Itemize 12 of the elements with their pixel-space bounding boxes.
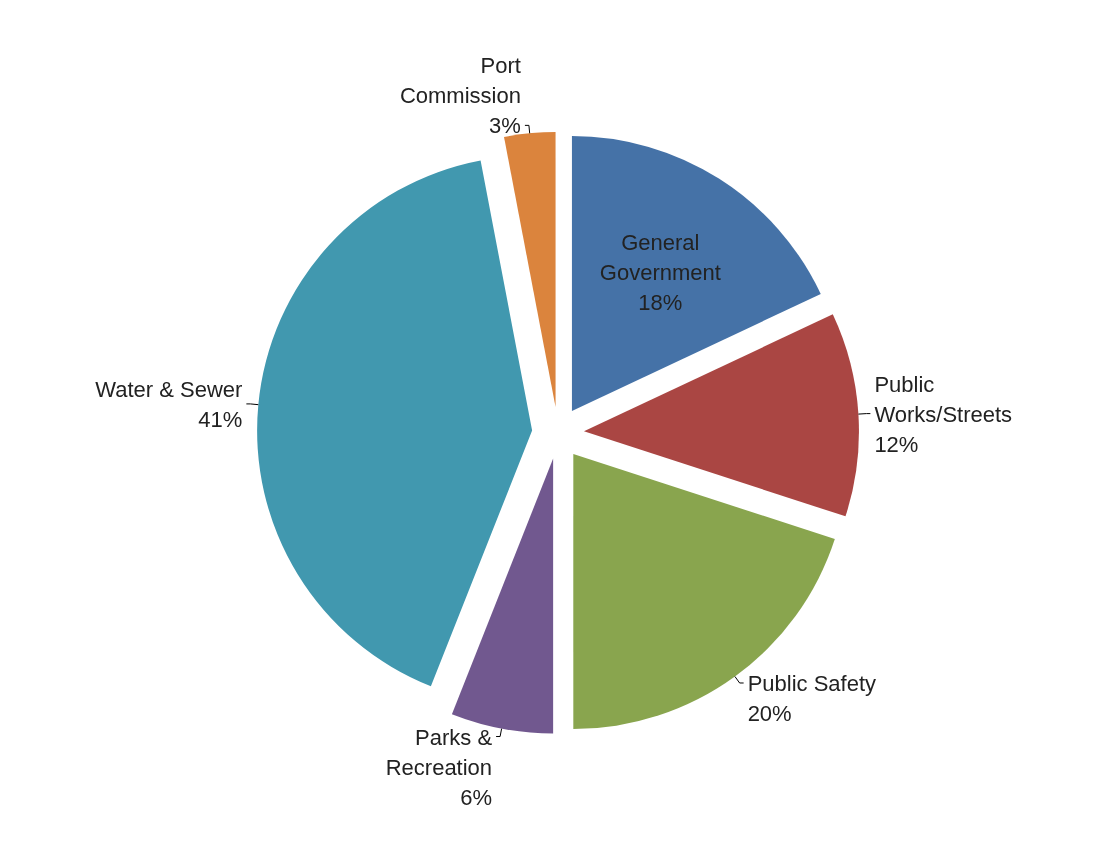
slice-label: General Government	[599, 229, 721, 285]
slice-label: Port Commission	[399, 52, 521, 108]
slice-label: Public Works/Streets	[874, 371, 1013, 427]
slice-label: Water & Sewer	[95, 376, 243, 402]
data-label: 12%	[874, 431, 919, 457]
slice-label: Public Safety	[747, 670, 877, 696]
slice-label: Parks & Recreation	[385, 724, 493, 780]
data-label: 3%	[489, 112, 521, 138]
data-label: 18%	[638, 289, 683, 315]
data-label: 6%	[460, 784, 493, 810]
data-label: 20%	[747, 700, 792, 726]
data-label: 41%	[198, 406, 243, 432]
